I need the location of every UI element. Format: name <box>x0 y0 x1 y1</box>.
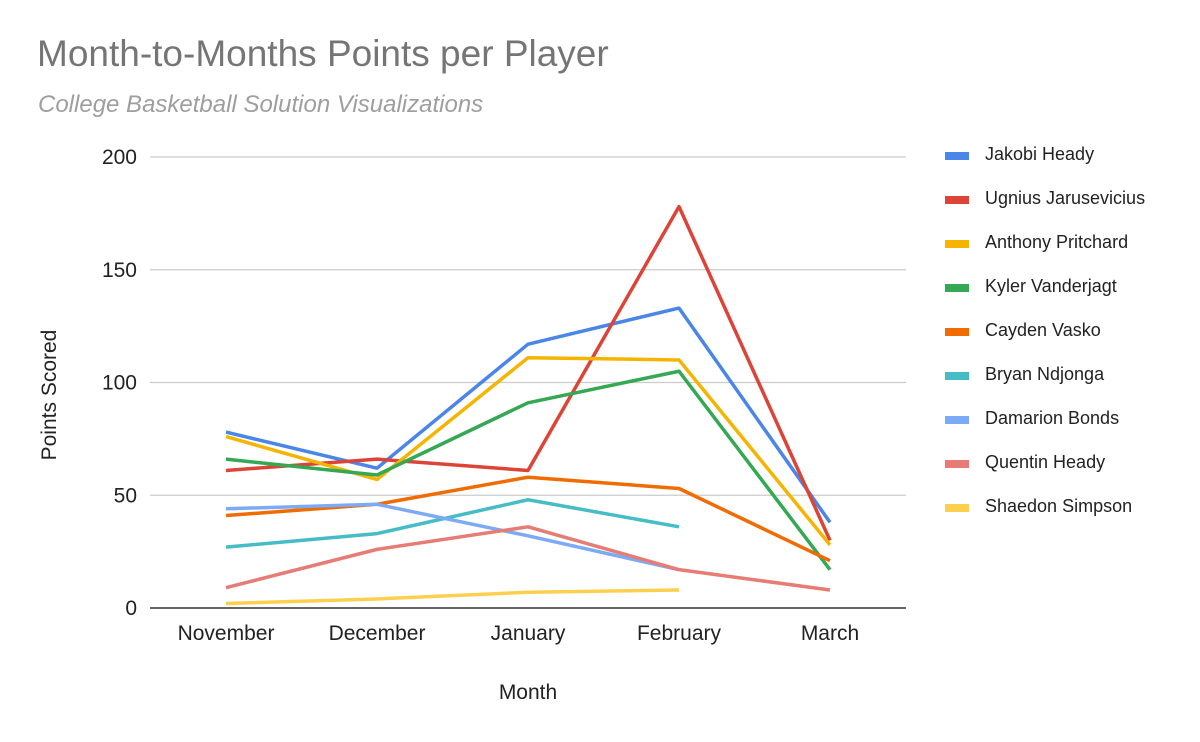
legend-label: Shaedon Simpson <box>985 496 1133 516</box>
series-line <box>225 502 680 572</box>
legend-label: Quentin Heady <box>985 452 1106 472</box>
series-line <box>225 588 680 606</box>
legend-swatch <box>945 152 969 160</box>
legend-item: Cayden Vasko <box>945 316 1195 346</box>
legend-label: Cayden Vasko <box>985 320 1101 340</box>
y-tick-label: 200 <box>102 146 137 169</box>
series-line <box>225 355 832 546</box>
series-line <box>225 498 680 549</box>
x-axis-ticks: November December January February March <box>178 622 860 645</box>
legend-swatch <box>945 460 969 468</box>
legend-item: Ugnius Jarusevicius <box>945 184 1195 214</box>
y-axis-title: Points Scored <box>38 330 61 461</box>
x-tick-label: December <box>329 622 426 645</box>
legend-label: Bryan Ndjonga <box>985 364 1105 384</box>
chart-subtitle: College Basketball Solution Visualizatio… <box>38 91 484 118</box>
series-line <box>225 475 831 563</box>
legend-label: Damarion Bonds <box>985 408 1120 428</box>
legend-label: Anthony Pritchard <box>985 232 1129 252</box>
legend-swatch <box>945 504 969 512</box>
y-tick-label: 50 <box>114 484 137 507</box>
x-tick-label: November <box>178 622 275 645</box>
legend-item: Quentin Heady <box>945 448 1195 478</box>
series-lines <box>225 204 832 606</box>
x-tick-label: January <box>491 622 566 645</box>
x-axis-title: Month <box>499 681 557 704</box>
series-line <box>225 525 831 592</box>
legend-swatch <box>945 372 969 380</box>
legend-swatch <box>945 416 969 424</box>
y-tick-label: 100 <box>102 372 137 395</box>
legend-swatch <box>945 328 969 336</box>
series-line <box>225 204 832 542</box>
legend-item: Kyler Vanderjagt <box>945 272 1195 302</box>
legend-item: Jakobi Heady <box>945 140 1195 170</box>
chart-title: Month-to-Months Points per Player <box>37 33 609 74</box>
y-tick-label: 0 <box>125 597 137 620</box>
legend-swatch <box>945 240 969 248</box>
y-axis-ticks: 0 50 100 150 200 <box>102 146 137 620</box>
gridlines <box>150 156 906 609</box>
legend-swatch <box>945 196 969 204</box>
y-tick-label: 150 <box>102 259 137 282</box>
legend-item: Damarion Bonds <box>945 404 1195 434</box>
legend-item: Anthony Pritchard <box>945 228 1195 258</box>
legend-item: Bryan Ndjonga <box>945 360 1195 390</box>
legend-swatch <box>945 284 969 292</box>
legend-item: Shaedon Simpson <box>945 492 1195 522</box>
x-tick-label: March <box>801 622 859 645</box>
series-line <box>225 369 832 571</box>
legend-label: Kyler Vanderjagt <box>985 276 1117 296</box>
series-line <box>225 306 832 524</box>
legend-label: Ugnius Jarusevicius <box>985 188 1146 208</box>
legend-label: Jakobi Heady <box>985 144 1095 164</box>
x-tick-label: February <box>637 622 722 645</box>
